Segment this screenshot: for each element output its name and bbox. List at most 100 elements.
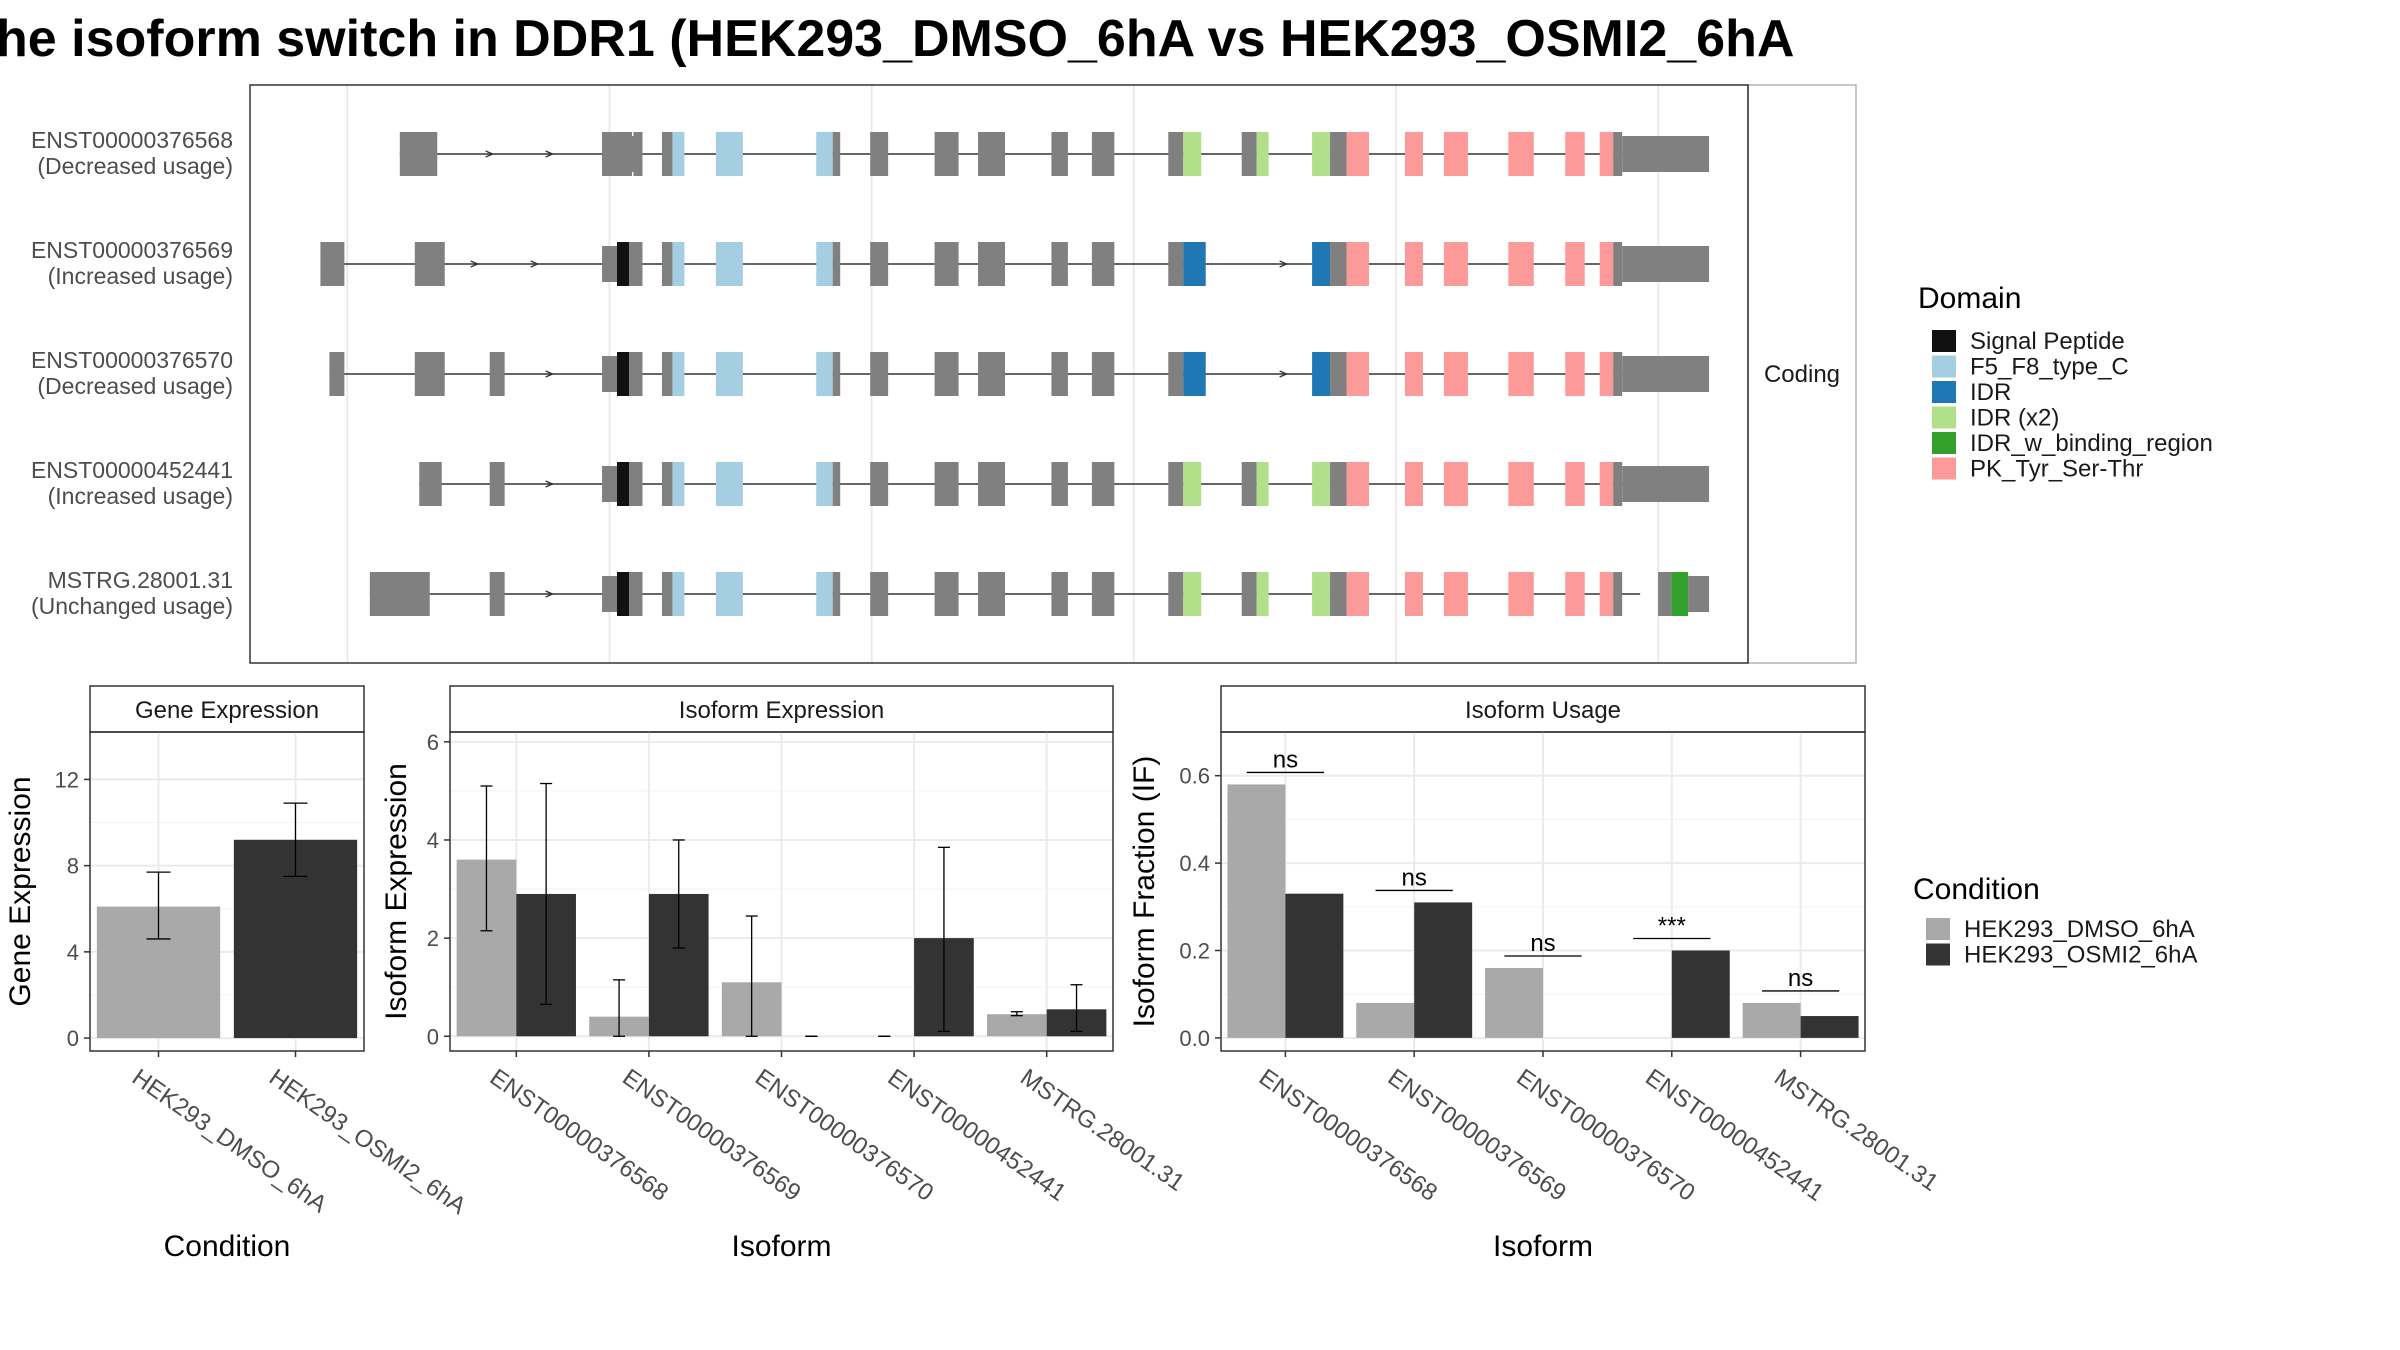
legend-label: PK_Tyr_Ser-Thr — [1970, 456, 2143, 483]
exon-block — [832, 132, 841, 176]
exon-block — [978, 572, 1005, 616]
exon-block — [934, 242, 959, 286]
transcript-row: ENST00000376568(Decreased usage) — [31, 127, 1710, 179]
domain-block — [1357, 132, 1370, 176]
strand-arrow — [545, 590, 555, 598]
exon-block — [489, 352, 505, 396]
exon-block — [1613, 132, 1623, 176]
significance-label: ns — [1273, 746, 1298, 773]
exon-block — [1168, 572, 1184, 616]
panel-title: Isoform Usage — [1465, 697, 1621, 724]
domain-block — [1443, 572, 1468, 616]
domain-block — [816, 242, 833, 286]
exon-block — [1168, 462, 1184, 506]
exon-block — [633, 572, 643, 616]
domain-block — [1599, 352, 1614, 396]
domain-block — [1443, 242, 1468, 286]
transcript-row: MSTRG.28001.31(Unchanged usage) — [31, 567, 1710, 619]
exon-block — [1330, 462, 1347, 506]
exon-block — [1613, 242, 1623, 286]
exon-block — [628, 242, 637, 286]
utr-3prime — [1688, 576, 1710, 612]
idr-x2-domain — [1312, 462, 1331, 506]
exon-block — [320, 242, 345, 286]
strand-arrow — [530, 260, 540, 268]
domain-block — [816, 132, 833, 176]
domain-block — [672, 242, 685, 286]
domain-legend-title: Domain — [1918, 282, 2021, 315]
exon-block — [633, 242, 643, 286]
transcript-row: ENST00000376570(Decreased usage) — [31, 347, 1710, 399]
domain-block — [715, 242, 743, 286]
bar — [1285, 893, 1344, 1038]
idr-domain — [1183, 242, 1206, 286]
idr-domain — [1183, 352, 1206, 396]
x-axis-title: Isoform — [731, 1230, 831, 1263]
exon-block — [1658, 572, 1672, 616]
y-tick-label: 0 — [67, 1026, 79, 1051]
exon-block — [978, 242, 1005, 286]
exon-block — [633, 352, 643, 396]
legend-label: IDR (x2) — [1970, 405, 2059, 432]
strand-arrow — [545, 480, 555, 488]
utr-exon — [602, 136, 634, 172]
x-axis-title: Condition — [164, 1230, 291, 1263]
utr-3prime — [1622, 246, 1710, 282]
transcript-id-label: ENST00000452441 — [31, 457, 233, 483]
y-tick-label: 0.2 — [1179, 938, 1210, 963]
strand-arrow — [1279, 260, 1289, 268]
domain-block — [1346, 462, 1358, 506]
bar — [1800, 1016, 1859, 1038]
y-tick-label: 4 — [67, 940, 79, 965]
x-axis-title: Isoform — [1493, 1230, 1593, 1263]
bar — [1227, 784, 1286, 1038]
exon-block — [1051, 572, 1068, 616]
idr-domain — [1312, 352, 1331, 396]
legend-label: IDR — [1970, 379, 2011, 406]
transcript-usage-label: (Increased usage) — [48, 483, 233, 509]
bar — [1414, 902, 1473, 1038]
domain-block — [1443, 462, 1468, 506]
domain-block — [1357, 352, 1370, 396]
significance-label: ns — [1402, 864, 1427, 891]
legend-label: F5_F8_type_C — [1970, 354, 2129, 381]
domain-block — [672, 572, 685, 616]
domain-block — [1404, 572, 1423, 616]
exon-block — [628, 462, 637, 506]
transcript-plot-border — [249, 84, 1749, 664]
domain-block — [1599, 242, 1614, 286]
domain-block — [1508, 352, 1534, 396]
legend-swatch — [1926, 943, 1950, 966]
domain-block — [1443, 132, 1468, 176]
domain-block — [1599, 132, 1614, 176]
bar — [1742, 1002, 1801, 1038]
exon-block — [1330, 132, 1347, 176]
panel-strip — [89, 685, 365, 733]
exon-block — [419, 462, 442, 506]
exon-block — [1051, 462, 1068, 506]
domain-block — [1357, 242, 1370, 286]
domain-block — [1346, 572, 1358, 616]
exon-block — [870, 462, 889, 506]
strand-arrow — [545, 150, 555, 158]
idr-domain — [1312, 242, 1331, 286]
exon-block — [369, 572, 430, 616]
domain-block — [672, 462, 685, 506]
y-axis-title: Isoform Expression — [380, 763, 413, 1020]
legend-swatch — [1932, 381, 1956, 403]
exon-block — [832, 572, 841, 616]
exon-block — [934, 132, 959, 176]
domain-block — [1443, 352, 1468, 396]
domain-block — [715, 132, 743, 176]
domain-block — [1565, 462, 1585, 506]
legend-swatch — [1932, 355, 1956, 378]
strand-arrow — [470, 260, 480, 268]
exon-block — [1241, 572, 1257, 616]
coding-strip — [1747, 84, 1857, 664]
y-tick-label: 0 — [427, 1024, 439, 1049]
domain-block — [816, 572, 833, 616]
transcript-id-label: MSTRG.28001.31 — [48, 567, 233, 593]
idr-x2-domain — [1312, 132, 1331, 176]
